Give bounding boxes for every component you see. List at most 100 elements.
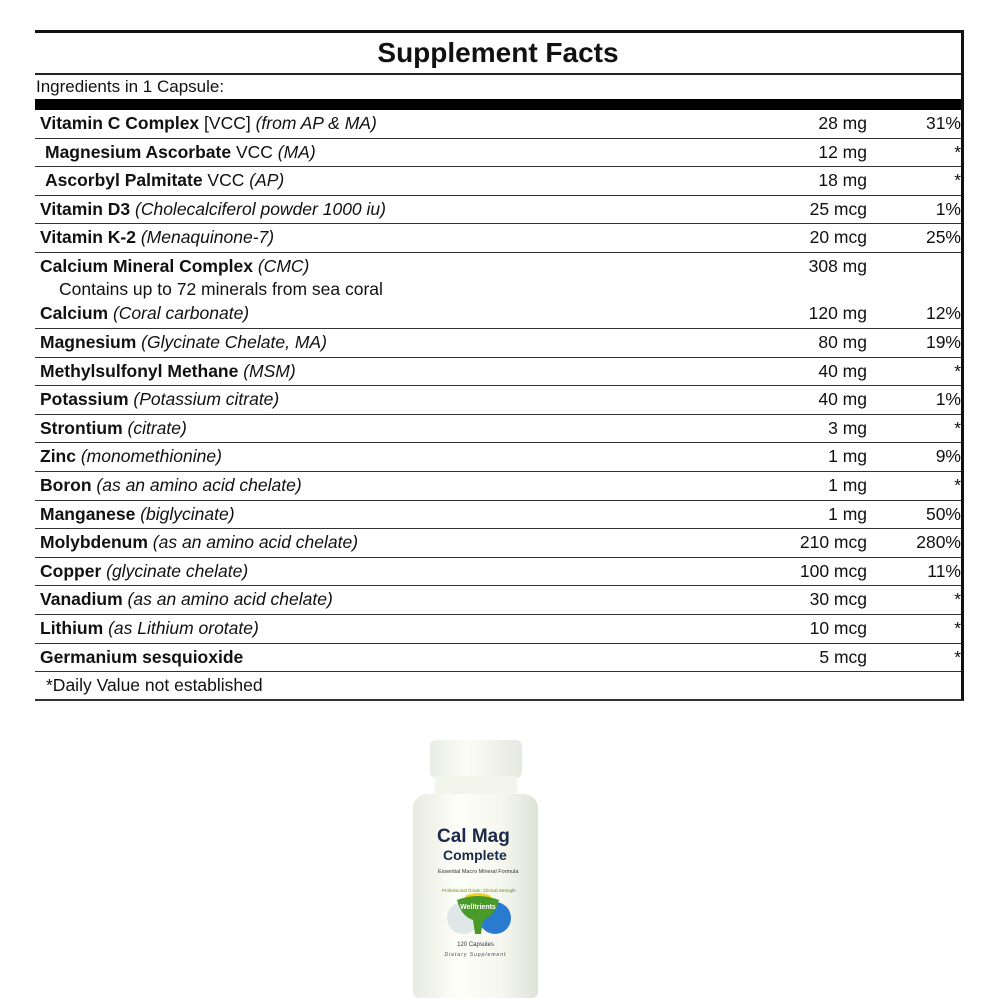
ingredient-dv: * [954,617,961,638]
ingredient-name: Methylsulfonyl Methane [40,360,239,381]
ingredient-amount: 30 mcg [809,589,867,610]
ingredient-amount: 1 mg [828,503,867,524]
ingredient-detail: (CMC) [257,255,310,276]
ingredient-amount: 3 mg [828,417,867,438]
ingredient-dv: 1% [935,198,961,219]
ingredient-row: Vanadium (as an amino acid chelate) 30 m… [35,586,961,615]
brand-logo: Welltrients [447,893,511,934]
ingredient-detail: (MA) [277,141,316,162]
ingredient-name: Manganese [40,503,136,524]
ingredient-name: Ascorbyl Palmitate [45,170,203,191]
ingredient-row: Vitamin C Complex [VCC] (from AP & MA) 2… [35,110,961,139]
ingredient-dv: 25% [925,227,961,248]
ingredient-dv: 280% [916,532,961,553]
ingredient-dv: * [954,474,961,495]
ingredient-detail: (Glycinate Chelate, MA) [141,331,327,352]
supplement-facts-panel: Supplement Facts Ingredients in 1 Capsul… [35,30,964,701]
ingredient-detail: (as an amino acid chelate) [152,532,359,553]
ingredient-detail: (Menaquinone-7) [140,227,275,248]
ingredient-amount: 1 mg [828,446,867,467]
ingredient-amount: 12 mg [818,141,867,162]
product-type: Dietary Supplement [444,952,507,958]
ingredient-row: Manganese (biglycinate) 1 mg 50% [35,501,961,530]
product-tagline: Essential Macro Mineral Formula [438,869,519,875]
ingredient-dv: * [954,360,961,381]
divider-bar [35,99,961,110]
ingredient-dv: * [954,589,961,610]
ingredient-amount: 20 mcg [809,227,867,248]
ingredient-amount: 40 mg [818,389,867,410]
ingredient-name: Vitamin D3 [40,198,131,219]
ingredient-row: Copper (glycinate chelate) 100 mcg 11% [35,558,961,587]
ingredient-detail: (as an amino acid chelate) [127,589,333,610]
ingredient-row: Ascorbyl Palmitate VCC (AP) 18 mg * [35,167,961,196]
ingredient-dv: 12% [925,302,961,323]
ingredient-amount: 80 mg [818,331,867,352]
ingredient-name: Potassium [40,389,129,410]
panel-title: Supplement Facts [35,33,961,75]
ingredient-dv: * [954,141,961,162]
ingredient-row: Boron (as an amino acid chelate) 1 mg * [35,472,961,501]
ingredient-plain: [VCC] [199,113,256,133]
ingredient-name: Strontium [40,417,123,438]
ingredient-dv: * [954,646,961,667]
serving-size: Ingredients in 1 Capsule: [36,77,225,96]
ingredient-amount: 40 mg [818,360,867,381]
ingredient-name: Copper [40,560,102,581]
ingredient-dv: 31% [925,113,961,133]
ingredient-dv: 1% [935,389,961,410]
ingredient-name: Boron [40,474,92,495]
ingredient-amount: 25 mcg [809,198,867,219]
ingredient-detail: (Potassium citrate) [133,389,280,410]
product-name-line2: Complete [443,847,507,863]
ingredient-name: Vitamin K-2 [40,227,136,248]
ingredient-row: Vitamin K-2 (Menaquinone-7) 20 mcg 25% [35,224,961,253]
ingredient-name: Magnesium [40,331,137,352]
ingredient-detail: (Cholecalciferol powder 1000 iu) [135,198,386,219]
ingredient-detail: (MSM) [243,360,296,381]
ingredient-row: Zinc (monomethionine) 1 mg 9% [35,443,961,472]
product-grade: Professional Grade, Clinical Strength [442,888,516,893]
bottle-neck [435,776,517,798]
ingredient-dv: 11% [927,560,961,581]
ingredient-detail: (glycinate chelate) [106,560,249,581]
ingredient-row: Methylsulfonyl Methane (MSM) 40 mg * [35,358,961,387]
ingredient-name: Lithium [40,617,104,638]
ingredient-dv: 9% [935,446,961,467]
brand-name: Welltrients [460,904,496,911]
ingredient-name: Molybdenum [40,532,148,553]
ingredient-amount: 210 mcg [799,532,867,553]
ingredient-dv: * [954,170,961,191]
ingredient-note: Contains up to 72 minerals from sea cora… [59,278,383,299]
ingredient-name: Calcium Mineral Complex [40,255,253,276]
ingredient-name: Germanium sesquioxide [40,646,244,667]
ingredient-dv: 19% [925,331,961,352]
ingredient-plain: VCC [231,141,278,162]
ingredient-detail: (from AP & MA) [255,113,377,133]
bottle-cap [430,740,522,778]
product-name: Cal Mag [437,826,510,847]
ingredient-detail: (monomethionine) [80,446,222,467]
ingredient-detail: (as Lithium orotate) [108,617,259,638]
ingredient-name: Vanadium [40,589,123,610]
product-bottle-image: Cal Mag Complete Essential Macro Mineral… [413,738,538,998]
ingredient-row: Magnesium Ascorbate VCC (MA) 12 mg * [35,139,961,168]
ingredient-amount: 120 mg [808,302,867,323]
ingredient-detail: (AP) [249,170,285,191]
ingredient-name: Vitamin C Complex [40,113,200,133]
ingredient-row: Potassium (Potassium citrate) 40 mg 1% [35,386,961,415]
ingredient-name: Magnesium Ascorbate [45,141,232,162]
ingredient-detail: (as an amino acid chelate) [96,474,302,495]
ingredient-row: Molybdenum (as an amino acid chelate) 21… [35,529,961,558]
ingredient-row: Vitamin D3 (Cholecalciferol powder 1000 … [35,196,961,225]
ingredient-amount: 18 mg [818,170,867,191]
ingredient-amount: 100 mcg [799,560,867,581]
ingredient-dv: 50% [925,503,961,524]
ingredient-row: Magnesium (Glycinate Chelate, MA) 80 mg … [35,329,961,358]
ingredient-row-cmc: Calcium Mineral Complex (CMC) 308 mg Con… [35,253,961,329]
ingredient-dv: * [954,417,961,438]
ingredient-amount: 5 mcg [819,646,867,667]
ingredient-detail: (biglycinate) [140,503,235,524]
ingredient-amount: 10 mcg [809,617,867,638]
ingredient-detail: (Coral carbonate) [112,302,250,323]
